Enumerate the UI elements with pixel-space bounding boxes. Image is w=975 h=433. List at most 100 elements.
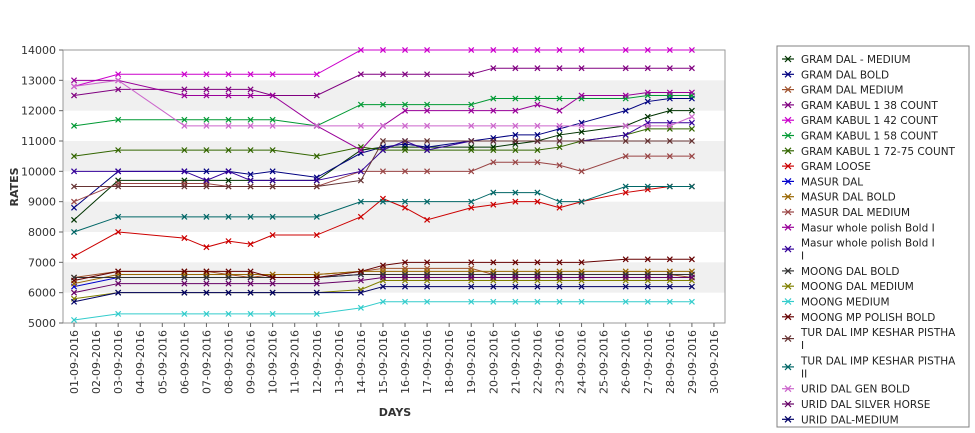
- data-point: [181, 92, 188, 99]
- legend-swatch-marker: [784, 55, 792, 63]
- data-point: [424, 122, 431, 129]
- data-point: [490, 46, 497, 54]
- data-point: [181, 235, 188, 242]
- x-tick-label: 08-09-2016: [223, 330, 236, 394]
- legend-item: TUR DAL IMP KESHAR PISTHA I: [782, 327, 956, 352]
- x-tick-label: 26-09-2016: [620, 330, 633, 394]
- data-point: [556, 144, 563, 151]
- legend-label: MOONG DAL BOLD: [801, 266, 899, 278]
- x-tick-label: 23-09-2016: [554, 330, 567, 394]
- data-point: [71, 122, 78, 129]
- data-point: [688, 298, 695, 305]
- data-point: [357, 177, 364, 184]
- data-point: [556, 137, 563, 145]
- legend-label: GRAM KABUL 1 72-75 COUNT: [801, 146, 956, 158]
- data-point: [225, 274, 232, 281]
- legend-label: MASUR DAL: [801, 176, 863, 188]
- y-axis-title: RATES: [8, 167, 21, 206]
- data-point: [269, 71, 276, 78]
- x-tick-label: 16-09-2016: [399, 330, 412, 394]
- series-group: [71, 274, 695, 296]
- data-point: [644, 153, 651, 160]
- x-tick-label: 17-09-2016: [421, 330, 434, 394]
- legend-swatch-marker: [784, 70, 792, 78]
- data-point: [468, 283, 475, 290]
- data-point: [490, 122, 497, 129]
- data-point: [534, 131, 541, 138]
- data-point: [490, 137, 497, 145]
- data-point: [313, 280, 320, 287]
- x-tick-label: 19-09-2016: [465, 330, 478, 394]
- data-point: [402, 298, 409, 305]
- data-point: [666, 256, 673, 263]
- data-point: [115, 268, 122, 275]
- grid-bands: [63, 80, 725, 293]
- data-point: [225, 280, 232, 287]
- data-point: [468, 71, 475, 78]
- data-point: [181, 268, 188, 275]
- legend-label: Masur whole polish Bold I: [801, 222, 935, 234]
- data-point: [181, 122, 188, 129]
- x-tick-label: 01-09-2016: [68, 330, 81, 394]
- series-line: [73, 186, 692, 233]
- data-point: [424, 101, 431, 108]
- x-tick-label: 25-09-2016: [598, 330, 611, 394]
- legend-label: URID DAL GEN BOLD: [801, 384, 910, 396]
- data-point: [115, 274, 122, 281]
- data-point: [578, 137, 585, 145]
- legend-item: MOONG MEDIUM: [782, 297, 890, 309]
- x-tick-label: 15-09-2016: [377, 330, 390, 394]
- y-tick-label: 8000: [28, 226, 56, 239]
- legend-swatch-marker: [784, 86, 792, 94]
- x-tick-label: 10-09-2016: [267, 330, 280, 394]
- y-tick-label: 11000: [21, 135, 56, 148]
- data-point: [468, 122, 475, 129]
- x-axis: 01-09-2016 02-09-2016 03-09-2016 04-09-2016…: [68, 323, 721, 394]
- data-point: [622, 137, 629, 145]
- data-point: [269, 280, 276, 287]
- data-point: [556, 298, 563, 305]
- data-point: [468, 259, 475, 266]
- legend-swatch-marker: [784, 335, 792, 343]
- data-point: [379, 137, 386, 145]
- data-point: [666, 298, 673, 305]
- data-point: [247, 71, 254, 78]
- data-point: [269, 289, 276, 296]
- data-point: [644, 256, 651, 263]
- data-point: [357, 71, 364, 78]
- legend-item: GRAM DAL BOLD: [782, 69, 889, 81]
- series-line: [73, 286, 692, 303]
- series-line: [73, 67, 692, 96]
- data-point: [534, 298, 541, 305]
- data-point: [688, 113, 695, 120]
- legend-item: GRAM KABUL 1 72-75 COUNT: [782, 146, 956, 158]
- data-point: [379, 168, 386, 175]
- data-point: [247, 171, 254, 178]
- data-point: [490, 259, 497, 266]
- data-point: [402, 147, 409, 154]
- data-point: [357, 101, 364, 108]
- series-group: [71, 183, 695, 236]
- data-point: [357, 198, 364, 205]
- data-point: [203, 213, 210, 220]
- data-point: [688, 65, 695, 72]
- x-tick-label: 04-09-2016: [134, 330, 147, 394]
- data-point: [402, 122, 409, 129]
- data-point: [688, 107, 695, 114]
- data-point: [512, 65, 519, 72]
- data-point: [225, 92, 232, 99]
- legend-label: TUR DAL IMP KESHAR PISTHA: [800, 355, 956, 367]
- data-point: [556, 283, 563, 290]
- data-point: [468, 274, 475, 281]
- legend-item: URID DAL-MEDIUM: [782, 414, 899, 426]
- legend-label: GRAM LOOSE: [801, 161, 871, 173]
- data-point: [247, 183, 254, 190]
- data-point: [247, 213, 254, 220]
- x-tick-label: 14-09-2016: [355, 330, 368, 394]
- legend-item: MASUR DAL MEDIUM: [782, 207, 910, 219]
- data-point: [666, 107, 673, 114]
- legend-label: TUR DAL IMP KESHAR PISTHA: [800, 327, 956, 339]
- data-point: [115, 289, 122, 296]
- series-group: [71, 65, 695, 99]
